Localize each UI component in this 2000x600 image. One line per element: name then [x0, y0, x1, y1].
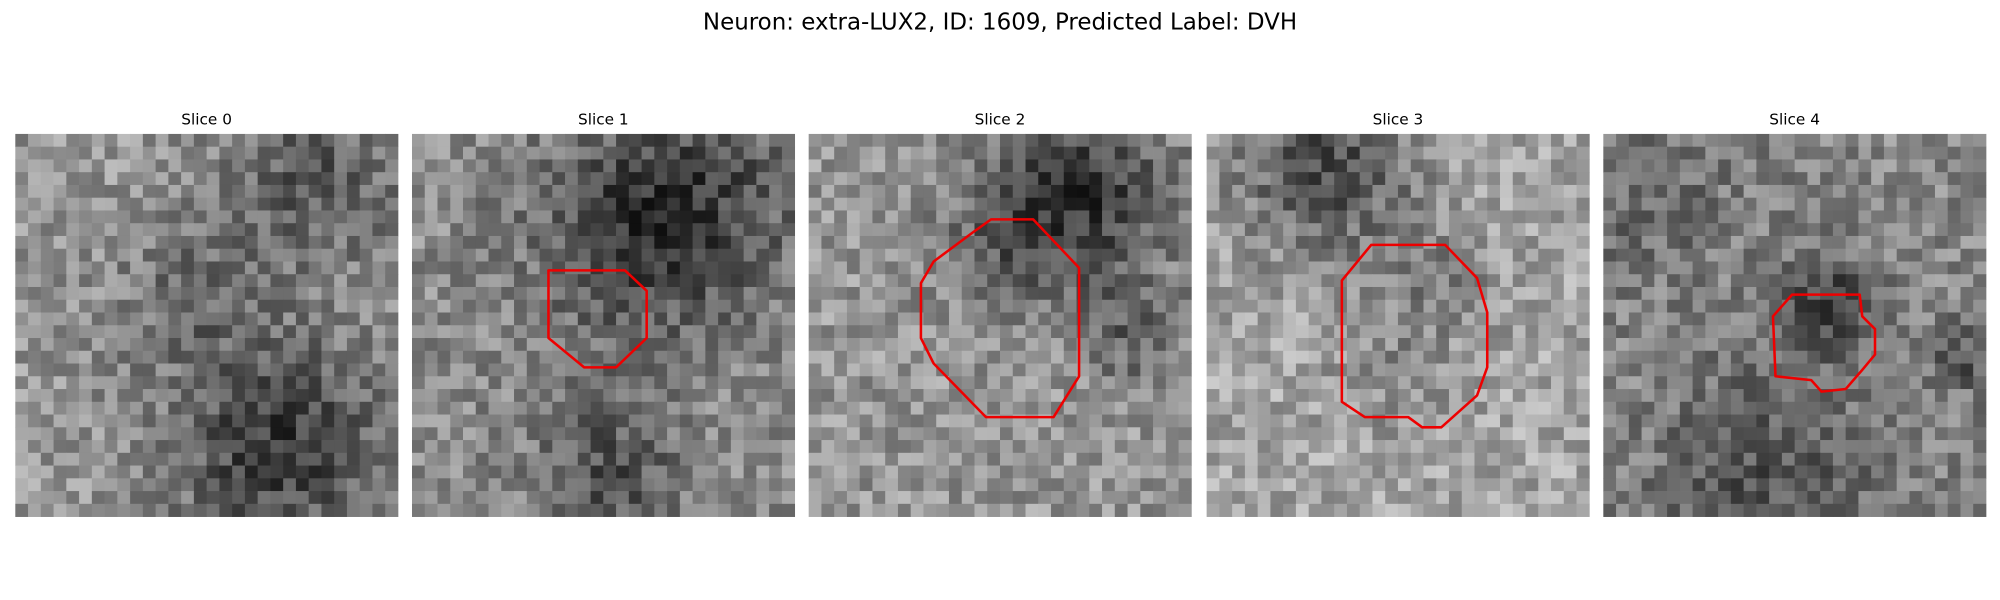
slice-panel — [1206, 133, 1590, 517]
slice-image — [808, 133, 1192, 517]
slice-title: Slice 0 — [181, 110, 232, 128]
slice-title: Slice 2 — [975, 110, 1026, 128]
slice-panel — [15, 133, 399, 517]
roi-contour — [919, 218, 1081, 419]
figure-title: Neuron: extra-LUX2, ID: 1609, Predicted … — [703, 9, 1297, 35]
slice-panel — [411, 133, 796, 517]
roi-contour — [547, 269, 648, 369]
roi-contour — [1771, 293, 1877, 393]
slice-panel — [808, 133, 1192, 517]
slice-image — [1206, 133, 1590, 517]
slice-title: Slice 1 — [578, 110, 629, 128]
roi-contour — [1340, 243, 1489, 429]
slice-title: Slice 3 — [1373, 110, 1424, 128]
slice-image — [1603, 133, 1987, 517]
slice-image — [411, 133, 796, 517]
slice-panel — [1603, 133, 1987, 517]
slice-image — [15, 133, 399, 517]
slice-title: Slice 4 — [1769, 110, 1820, 128]
